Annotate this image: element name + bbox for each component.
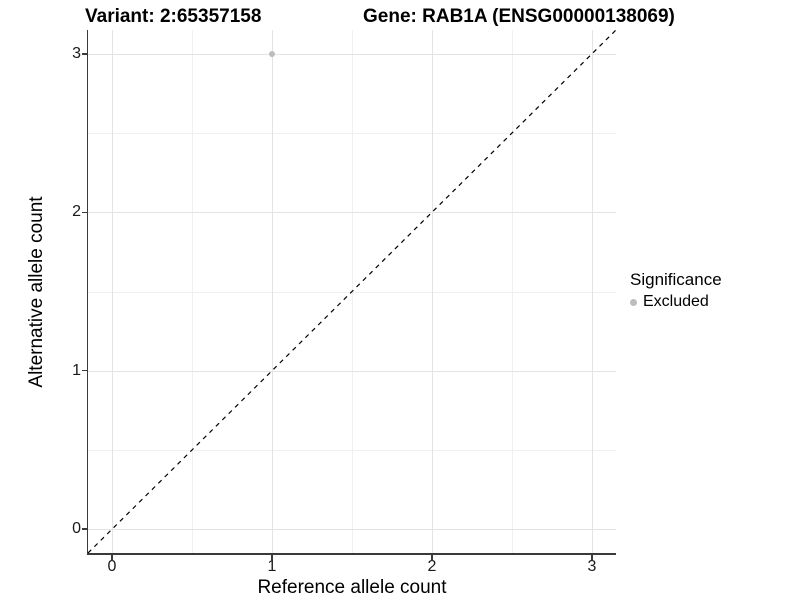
major-gridline-horizontal	[88, 212, 616, 214]
x-axis-title: Reference allele count	[257, 577, 447, 598]
y-axis-line	[86, 30, 88, 555]
y-tick-label: 3	[72, 44, 81, 62]
excluded-point-icon	[630, 298, 637, 306]
identity-reference-line	[88, 30, 616, 553]
x-axis-tick	[271, 554, 273, 560]
plot-title-gene: Gene: RAB1A (ENSG00000138069)	[363, 6, 675, 27]
x-tick-label: 2	[427, 558, 437, 575]
major-gridline-horizontal	[88, 53, 616, 55]
major-gridline-vertical	[112, 30, 113, 553]
major-gridline-vertical	[272, 30, 273, 553]
y-axis-tick	[81, 369, 87, 372]
major-gridline-horizontal	[88, 370, 616, 372]
y-axis-tick	[81, 211, 87, 213]
y-axis-tick	[81, 53, 87, 55]
y-axis-tick	[81, 528, 87, 530]
minor-gridline-horizontal	[88, 133, 616, 134]
x-axis-line	[86, 553, 616, 555]
major-gridline-vertical	[592, 30, 593, 553]
y-tick-label: 0	[72, 520, 81, 538]
plot-panel	[88, 30, 616, 553]
legend-title: Significance	[630, 270, 722, 289]
x-tick-label: 3	[587, 558, 597, 575]
legend: Significance Excluded	[630, 269, 722, 311]
x-axis-tick	[431, 554, 433, 560]
major-gridline-vertical	[432, 30, 433, 553]
y-axis-title: Alternative allele count	[26, 196, 47, 388]
minor-gridline-horizontal	[88, 449, 616, 451]
x-axis-tick	[111, 554, 113, 560]
y-tick-label: 1	[72, 361, 81, 379]
x-axis-tick	[591, 554, 593, 560]
major-gridline-horizontal	[88, 529, 616, 531]
data-point	[269, 50, 275, 57]
y-tick-label: 2	[72, 203, 81, 221]
x-tick-label: 0	[107, 558, 117, 575]
legend-item-excluded: Excluded	[630, 293, 722, 311]
x-tick-label: 1	[267, 558, 277, 575]
legend-item-label: Excluded	[643, 293, 709, 310]
plot-title-variant: Variant: 2:65357158	[85, 6, 262, 27]
